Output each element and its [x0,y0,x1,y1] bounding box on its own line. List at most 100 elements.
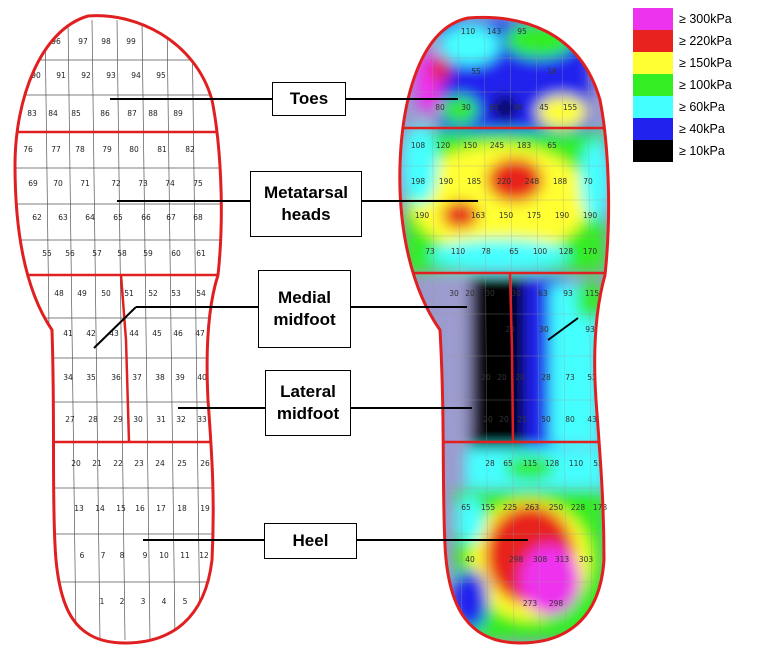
pressure-value: 93 [563,289,573,298]
sensor-number: 28 [88,415,98,424]
pressure-value: 30 [511,289,521,298]
sensor-grid-line [191,19,201,641]
pressure-value: 20 [505,325,515,334]
sensor-number: 79 [102,145,112,154]
sensor-number: 88 [148,109,158,118]
label-heel: Heel [264,523,357,559]
pressure-value: 25 [517,415,527,424]
pressure-value: 150 [463,141,478,150]
label-lateral-line2: midfoot [276,404,340,423]
sensor-number: 53 [171,289,181,298]
heat-blob [470,278,530,448]
sensor-number: 77 [51,145,61,154]
label-metatarsal-line2: heads [281,205,331,224]
pressure-value: 55 [471,67,481,76]
sensor-number: 95 [156,71,166,80]
sensor-number: 42 [86,329,96,338]
sensor-number: 81 [157,145,167,154]
pressure-value: 303 [579,555,594,564]
sensor-grid-line [91,19,101,641]
pressure-value: 65 [503,459,513,468]
sensor-number: 30 [133,415,143,424]
sensor-number: 37 [132,373,142,382]
legend-label: ≥ 40kPa [679,122,725,136]
sensor-number: 54 [196,289,206,298]
sensor-number: 66 [141,213,151,222]
legend-label: ≥ 100kPa [679,78,732,92]
pressure-value: 220 [497,177,512,186]
label-toes: Toes [272,82,346,116]
label-toes-text: Toes [289,89,329,108]
pressure-value: 190 [583,211,598,220]
pressure-value: 95 [517,27,527,36]
sensor-number: 5 [183,597,188,606]
sensor-number: 90 [31,71,41,80]
pressure-value: 110 [461,27,476,36]
sensor-number: 7 [101,551,106,560]
sensor-number: 4 [162,597,167,606]
label-lateral-midfoot: Lateral midfoot [265,370,351,436]
pressure-value: 65 [509,247,519,256]
legend-item: ≥ 40kPa [633,118,732,140]
pressure-value: 30 [449,289,459,298]
sensor-number: 34 [63,373,73,382]
pressure-value: 190 [439,177,454,186]
legend-swatch [633,140,673,162]
pressure-value: 65 [461,503,471,512]
legend-label: ≥ 150kPa [679,56,732,70]
pressure-grid-line [535,17,541,643]
sensor-number: 61 [196,249,206,258]
pressure-value: 20 [483,415,493,424]
pressure-value: 313 [555,555,570,564]
pressure-value: 188 [553,177,568,186]
sensor-number: 82 [185,145,195,154]
sensor-number: 44 [129,329,139,338]
legend-item: ≥ 300kPa [633,8,732,30]
sensor-grid-line [67,19,77,641]
pressure-value: 190 [555,211,570,220]
label-medial-midfoot: Medial midfoot [258,270,351,348]
sensor-number: 51 [124,289,134,298]
label-medial-line1: Medial [278,288,331,307]
sensor-number: 22 [113,459,123,468]
legend-item: ≥ 60kPa [633,96,732,118]
sensor-number: 73 [138,179,148,188]
pressure-value: 65 [489,103,499,112]
sensor-number: 46 [173,329,183,338]
pressure-value: 18 [547,67,557,76]
pressure-value: 245 [490,141,505,150]
legend-label: ≥ 220kPa [679,34,732,48]
pressure-legend: ≥ 300kPa ≥ 220kPa ≥ 150kPa ≥ 100kPa ≥ 60… [633,8,732,162]
sensor-number: 48 [54,289,64,298]
heat-blob [430,239,570,271]
pressure-value: 30 [461,103,471,112]
sensor-number: 47 [195,329,205,338]
sensor-number: 45 [152,329,162,338]
pressure-value: 50 [541,415,551,424]
legend-swatch [633,52,673,74]
sensor-number: 6 [80,551,85,560]
pressure-value: 228 [571,503,586,512]
legend-label: ≥ 10kPa [679,144,725,158]
pressure-value: 115 [523,459,538,468]
pressure-value: 63 [538,289,548,298]
pressure-heatmap-insole: 110 143 95 55 18 80 30 65 40 45 155 108 120 150 245 183… [398,15,611,645]
sensor-number: 59 [143,249,153,258]
sensor-number: 83 [27,109,37,118]
sensor-number: 89 [173,109,183,118]
sensor-number: 67 [166,213,176,222]
sensor-grid-line [166,19,176,641]
heat-blob [520,545,580,615]
sensor-number: 27 [65,415,75,424]
region-dividers-left [15,130,222,444]
sensor-number: 63 [58,213,68,222]
sensor-number: 33 [197,415,207,424]
pressure-value: 93 [585,325,595,334]
sensor-number: 96 [51,37,61,46]
sensor-number: 74 [165,179,175,188]
pressure-value: 108 [411,141,426,150]
sensor-number: 3 [141,597,146,606]
pressure-value: 100 [533,247,548,256]
pressure-value: 170 [583,247,598,256]
pressure-value: 143 [487,27,502,36]
